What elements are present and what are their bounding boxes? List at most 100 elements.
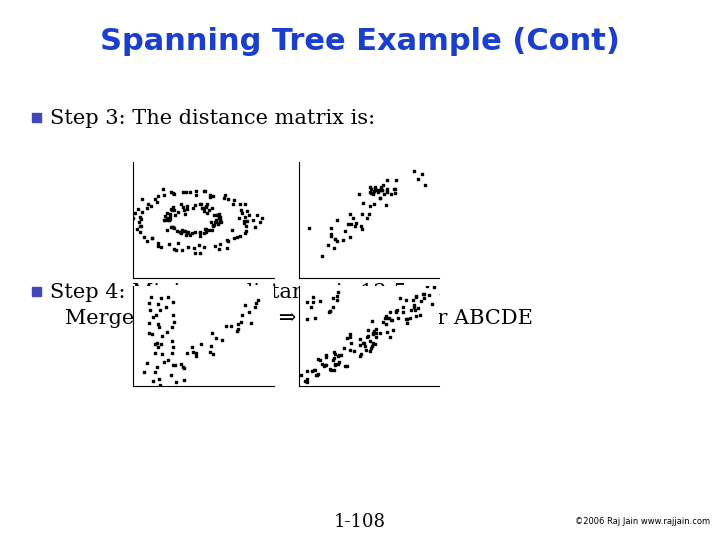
Point <box>328 347 340 356</box>
Point <box>370 329 382 338</box>
Point <box>154 381 166 389</box>
Point <box>213 244 225 253</box>
Point <box>235 199 246 208</box>
Point <box>397 308 409 316</box>
Point <box>423 291 434 299</box>
Point <box>324 307 336 315</box>
Point <box>204 191 215 199</box>
Point <box>153 320 164 329</box>
Point <box>239 228 251 237</box>
Point <box>171 377 182 386</box>
Point <box>220 322 232 330</box>
Point <box>405 306 416 314</box>
Point <box>247 215 258 225</box>
Point <box>184 231 196 239</box>
Point <box>378 190 390 199</box>
Point <box>208 221 220 230</box>
Point <box>219 191 230 199</box>
Point <box>134 218 145 226</box>
Point <box>333 357 344 366</box>
Point <box>329 361 341 369</box>
Point <box>196 340 207 349</box>
Point <box>194 199 205 208</box>
Point <box>302 367 313 375</box>
Point <box>158 357 169 366</box>
Point <box>145 201 157 210</box>
Point <box>184 187 196 196</box>
Point <box>201 228 212 237</box>
Point <box>341 362 352 371</box>
Point <box>175 229 186 238</box>
Point <box>168 206 180 214</box>
Point <box>349 222 361 231</box>
Point <box>364 188 376 197</box>
Point <box>373 188 384 197</box>
Point <box>301 374 312 383</box>
Point <box>163 240 175 248</box>
Point <box>164 210 176 218</box>
Point <box>198 204 210 213</box>
Point <box>303 224 315 232</box>
Point <box>233 214 244 222</box>
Point <box>206 226 217 235</box>
Point <box>212 220 224 228</box>
Point <box>328 354 339 362</box>
Point <box>371 333 382 341</box>
Point <box>245 319 256 328</box>
Point <box>132 205 144 213</box>
Point <box>320 350 332 359</box>
Point <box>200 201 212 210</box>
Point <box>153 300 164 308</box>
Point <box>231 327 243 336</box>
Point <box>408 296 419 305</box>
Point <box>413 175 424 184</box>
Point <box>202 208 213 217</box>
Point <box>324 307 336 315</box>
Point <box>178 206 189 214</box>
Point <box>135 221 147 230</box>
Point <box>256 213 268 222</box>
Point <box>191 187 202 195</box>
Point <box>346 219 357 228</box>
Point <box>221 243 233 252</box>
Point <box>158 191 170 200</box>
Point <box>175 228 186 237</box>
Point <box>222 195 234 204</box>
Point <box>418 294 430 302</box>
Point <box>191 191 202 199</box>
Point <box>325 366 337 374</box>
Point <box>385 315 397 324</box>
Point <box>369 339 381 348</box>
Point <box>331 292 343 300</box>
Point <box>228 200 239 208</box>
Point <box>209 218 220 226</box>
Point <box>370 324 382 333</box>
Point <box>345 346 356 354</box>
Point <box>365 185 377 193</box>
Point <box>235 206 246 214</box>
Point <box>165 370 176 379</box>
Point <box>364 336 376 345</box>
Point <box>426 299 438 308</box>
Point <box>167 311 179 320</box>
Point <box>309 313 320 322</box>
Point <box>408 167 420 176</box>
Point <box>166 205 178 214</box>
Point <box>307 293 318 301</box>
Point <box>149 349 161 357</box>
Point <box>222 235 233 244</box>
Point <box>206 204 217 212</box>
Point <box>367 190 379 199</box>
Point <box>375 185 387 194</box>
Point <box>166 349 178 357</box>
Point <box>339 362 351 371</box>
Point <box>145 293 157 301</box>
Point <box>379 320 391 328</box>
Point <box>384 332 396 341</box>
Point <box>151 339 163 347</box>
Point <box>172 239 184 247</box>
Point <box>167 298 179 307</box>
Point <box>317 359 328 368</box>
Point <box>168 190 179 199</box>
Point <box>329 350 341 359</box>
